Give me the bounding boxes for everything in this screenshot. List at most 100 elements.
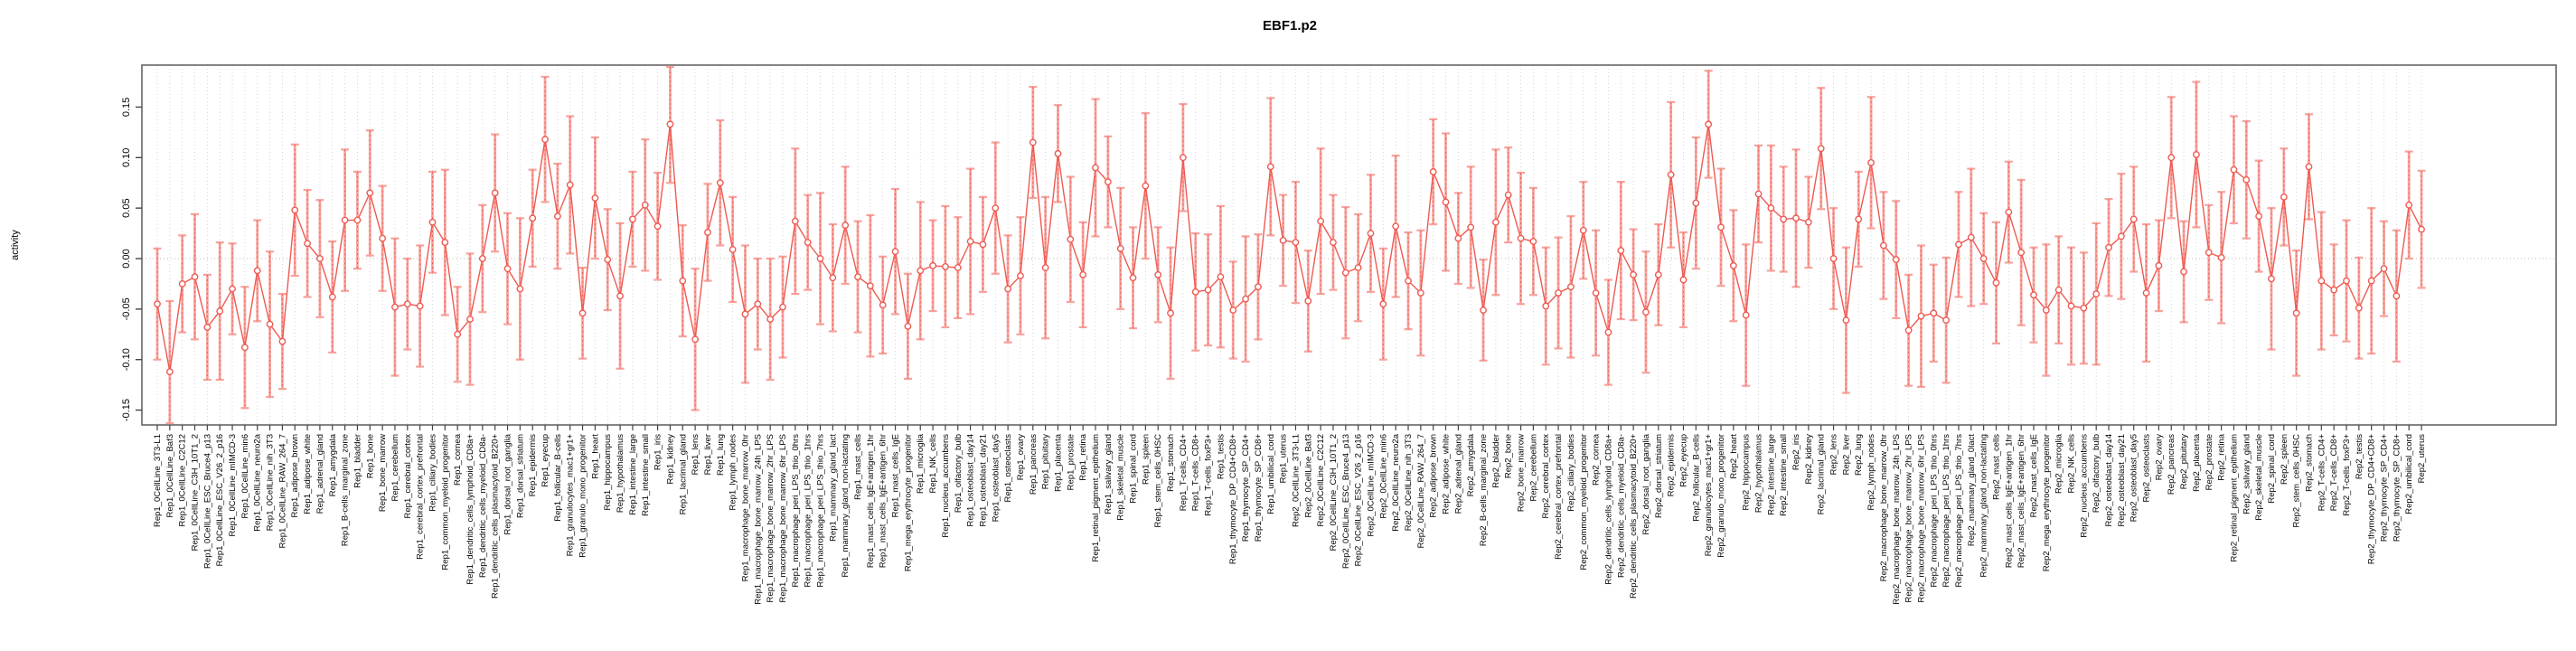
data-point xyxy=(2167,154,2176,162)
data-point xyxy=(1304,297,1312,305)
x-tick-label: Rep2_skeletal_muscle xyxy=(2254,434,2264,521)
x-tick-label: Rep1_macrophage_peri_LPS_thio_1hrs xyxy=(804,434,813,588)
data-point xyxy=(604,256,612,264)
x-tick-label: Rep2_osteoblast_day5 xyxy=(2129,434,2139,522)
data-point xyxy=(716,179,724,187)
x-tick-label: Rep1_thymocyte_DP_CD4+CD8+ xyxy=(1228,434,1238,565)
data-point xyxy=(291,206,299,214)
data-point xyxy=(1354,264,1362,271)
x-tick-label: Rep2_cerebral_cortex_prefrontal xyxy=(1554,434,1564,560)
data-point xyxy=(1191,288,1199,296)
chart-title: EBF1.p2 xyxy=(1262,18,1318,33)
x-tick-label: Rep2_mammary_gland_0lact xyxy=(1967,434,1977,546)
x-tick-label: Rep2_intestine_small xyxy=(1779,434,1789,516)
data-point xyxy=(1780,215,1788,223)
data-point xyxy=(466,316,474,323)
x-tick-label: Rep1_thymocyte_SP_CD4+ xyxy=(1241,434,1251,542)
x-tick-label: Rep2_kidney xyxy=(1804,434,1814,485)
x-tick-label: Rep2_liver xyxy=(1841,434,1851,475)
x-tick-label: Rep2_bone xyxy=(1504,434,1514,478)
x-tick-label: Rep2_retina xyxy=(2217,433,2227,480)
x-tick-label: Rep1_skeletal_muscle xyxy=(1116,434,1126,521)
x-tick-label: Rep1_osteoblast_day21 xyxy=(978,434,988,526)
x-tick-label: Rep1_heart xyxy=(590,434,600,479)
data-point xyxy=(304,240,311,248)
data-point xyxy=(1092,164,1099,172)
x-tick-label: Rep1_olfactory_bulb xyxy=(954,434,964,513)
data-point xyxy=(553,212,561,220)
data-point xyxy=(2105,243,2112,251)
x-tick-label: Rep1_mammary_gland_non-lactating xyxy=(841,434,851,577)
x-tick-label: Rep1_eyecup xyxy=(541,434,550,487)
data-point xyxy=(328,293,336,301)
data-point xyxy=(278,337,287,345)
x-tick-label: Rep2_common_myeloid_progenitor xyxy=(1579,434,1589,571)
data-point xyxy=(917,267,925,275)
x-tick-label: Rep1_mast_cells_IgE xyxy=(891,434,901,517)
data-point xyxy=(2317,277,2326,285)
x-tick-label: Rep2_0CellLine_Baf3 xyxy=(1303,434,1313,517)
data-point xyxy=(1579,226,1587,234)
x-tick-label: Rep1_dorsal_striatum xyxy=(515,434,525,518)
data-point xyxy=(854,273,861,281)
data-point xyxy=(616,292,624,300)
data-point xyxy=(2280,193,2288,201)
data-point xyxy=(816,255,824,262)
data-point xyxy=(829,274,837,282)
data-point xyxy=(366,189,374,197)
x-tick-label: Rep1_cerebral_cortex_prefrontal xyxy=(416,434,426,560)
y-axis: 0.15 0.10 0.05 0.00 -0.05 -0.10 -0.15 activity xyxy=(10,98,142,421)
data-point xyxy=(1142,182,1150,190)
x-tick-label: Rep2_adipose_brown xyxy=(1429,434,1439,517)
data-point xyxy=(1491,218,1500,226)
x-tick-label: Rep2_0CellLine_ESC_V26_2_p16 xyxy=(1354,434,1364,566)
x-tick-label: Rep2_dorsal_striatum xyxy=(1654,434,1664,518)
data-point xyxy=(1116,244,1124,252)
x-tick-label: Rep2_salivary_gland xyxy=(2242,434,2252,514)
data-point xyxy=(2268,275,2275,283)
data-point xyxy=(1517,234,1525,242)
x-tick-label: Rep2_thymocyte_DP_CD4+CD8+ xyxy=(2367,434,2377,565)
data-point xyxy=(566,181,574,189)
data-point xyxy=(791,217,799,225)
data-point xyxy=(1817,145,1825,153)
x-tick-label: Rep2_macrophage_peri_LPS_thio_1hrs xyxy=(1941,434,1951,588)
x-tick-label: Rep1_0CellLine_3T3-L1 xyxy=(153,434,163,527)
x-tick-label: Rep2_lymph_nodes xyxy=(1866,434,1876,511)
data-point xyxy=(1642,308,1650,316)
data-point xyxy=(1892,256,1900,264)
data-point xyxy=(1604,328,1612,336)
data-point xyxy=(2242,175,2251,184)
data-point xyxy=(266,320,274,328)
data-point xyxy=(165,368,174,376)
data-point xyxy=(1405,277,1412,285)
x-tick-label: Rep1_macrophage_peri_LPS_thio_0hrs xyxy=(791,434,801,588)
x-tick-label: Rep1_testis xyxy=(1216,434,1226,479)
data-point xyxy=(529,214,537,222)
x-tick-label: Rep2_hypothalamus xyxy=(1754,434,1764,513)
data-point xyxy=(503,265,512,273)
x-tick-label: Rep2_macrophage_bone_marrow_6hr_LPS xyxy=(1916,434,1926,602)
data-point xyxy=(1567,283,1575,291)
data-point xyxy=(2080,304,2088,312)
x-tick-label: Rep1_mast_cells xyxy=(853,434,863,500)
data-point xyxy=(1942,316,1951,325)
x-tick-label: Rep1_stomach xyxy=(1166,434,1176,492)
data-point xyxy=(1079,270,1087,278)
data-point xyxy=(841,222,850,230)
data-point xyxy=(2155,261,2163,269)
x-tick-label: Rep2_pancreas xyxy=(2167,434,2176,495)
data-point xyxy=(1416,289,1424,297)
data-point xyxy=(1167,309,1174,317)
x-tick-label: Rep2_thymocyte_SP_CD8+ xyxy=(2392,434,2402,542)
y-tick-label: -0.05 xyxy=(121,297,132,320)
error-bars xyxy=(153,65,2426,425)
data-point xyxy=(2030,291,2037,299)
data-point xyxy=(2005,208,2013,216)
data-point xyxy=(2217,253,2225,261)
x-tick-label: Rep1_liver xyxy=(703,434,713,475)
data-point xyxy=(779,303,786,311)
x-tick-label: Rep1_mega_erythrocyte_progenitor xyxy=(903,434,913,571)
x-tick-label: Rep1_osteoblast_day14 xyxy=(966,434,976,526)
x-tick-label: Rep2_0CellLine_3T3-L1 xyxy=(1291,434,1301,527)
